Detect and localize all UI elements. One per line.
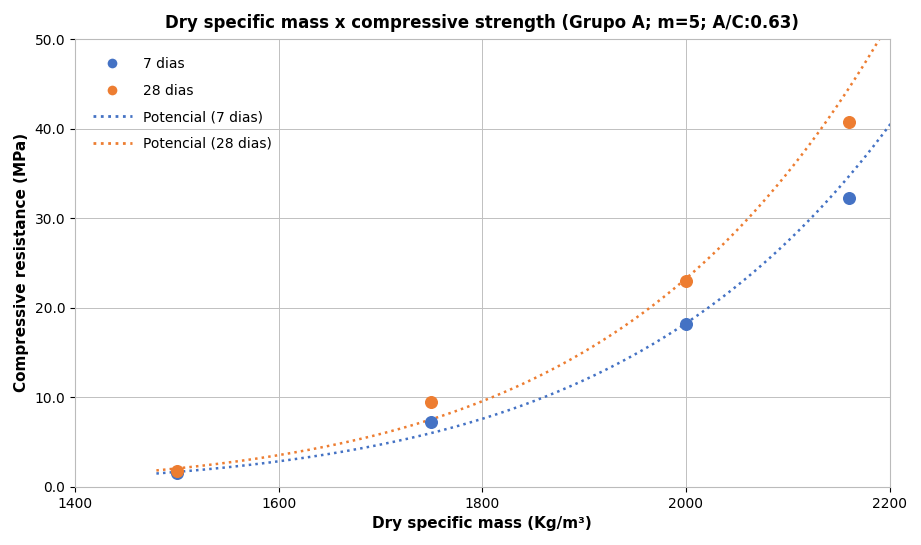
Point — [424, 397, 438, 406]
Point — [679, 276, 694, 285]
Point — [679, 319, 694, 328]
Point — [842, 194, 857, 203]
Y-axis label: Compressive resistance (MPa): Compressive resistance (MPa) — [14, 134, 29, 392]
Point — [169, 469, 184, 478]
Title: Dry specific mass x compressive strength (Grupo A; m=5; A/C:0.63): Dry specific mass x compressive strength… — [166, 14, 799, 32]
Point — [842, 118, 857, 126]
Point — [424, 418, 438, 427]
Legend: 7 dias, 28 dias, Potencial (7 dias), Potencial (28 dias): 7 dias, 28 dias, Potencial (7 dias), Pot… — [82, 46, 283, 162]
Point — [169, 467, 184, 475]
X-axis label: Dry specific mass (Kg/m³): Dry specific mass (Kg/m³) — [372, 516, 592, 531]
